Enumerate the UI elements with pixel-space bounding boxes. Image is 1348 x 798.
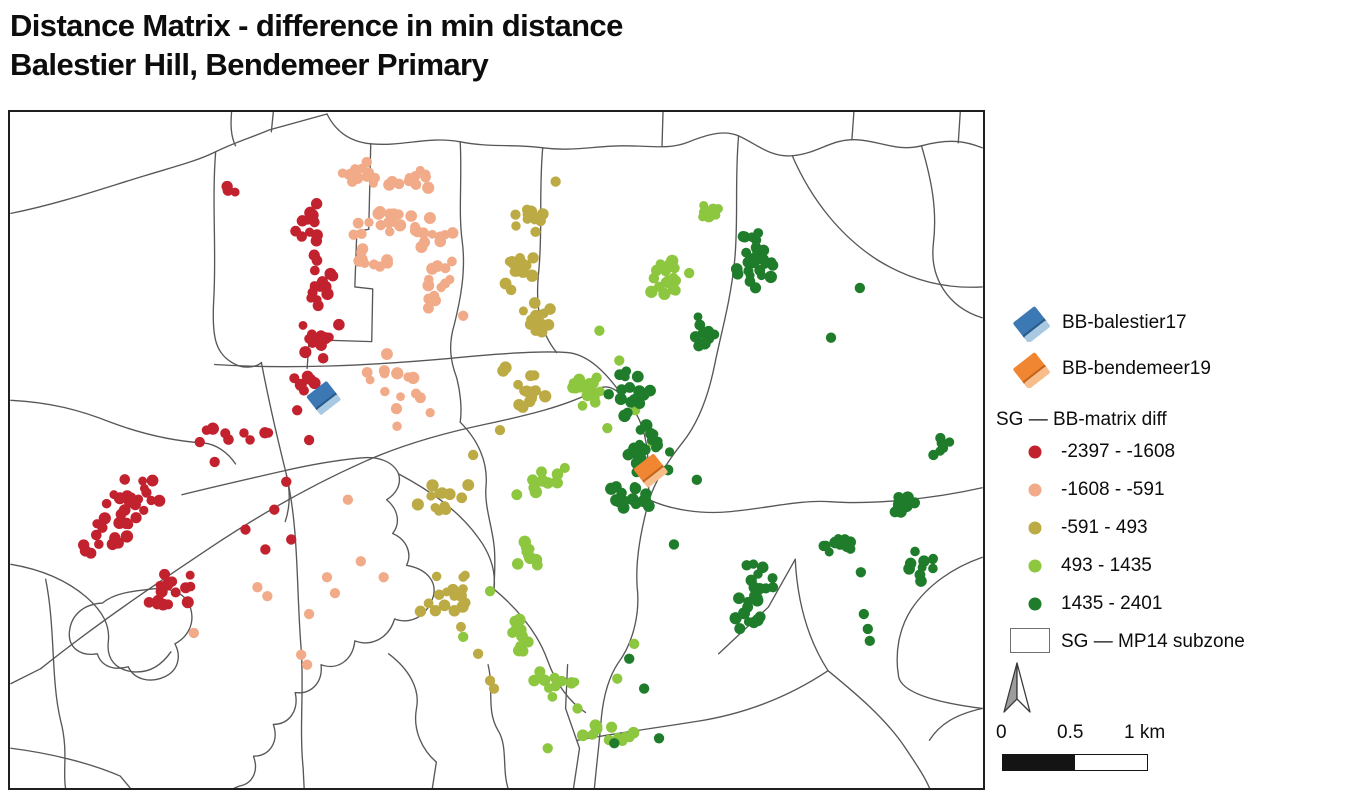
page-title: Distance Matrix - difference in min dist… [10, 6, 623, 84]
title-line-2: Balestier Hill, Bendemeer Primary [10, 47, 489, 82]
class-dot-5 [1028, 597, 1042, 611]
dots-layer [77, 156, 955, 754]
scalebar-label-end: 1 km [1124, 722, 1166, 743]
bendemeer-marker-icon [1013, 352, 1050, 388]
legend: BB-balestier17 BB-bendemeer19 SG — BB-ma… [990, 110, 1348, 798]
balestier-marker-icon [1013, 306, 1050, 342]
subzone-label: SG — MP14 subzone [1061, 631, 1245, 652]
class-dot-1 [1028, 445, 1042, 459]
class-label-4: 493 - 1435 [1061, 555, 1152, 576]
school-markers-layer [306, 381, 668, 488]
dots-class-3 [458, 200, 723, 754]
north-arrow-icon [1003, 662, 1031, 713]
scalebar-segment-empty [1075, 755, 1147, 770]
class-dot-2 [1028, 483, 1042, 497]
balestier-map-marker [306, 381, 341, 415]
legend-classes-header: SG — BB-matrix diff [996, 409, 1167, 430]
balestier-marker-label: BB-balestier17 [1062, 312, 1187, 333]
map-canvas [8, 110, 985, 790]
class-dot-3 [1028, 521, 1042, 535]
class-label-2: -1608 - -591 [1061, 479, 1165, 500]
dots-class-1 [188, 156, 469, 670]
dots-class-2 [411, 176, 561, 694]
scalebar-segment-filled [1003, 755, 1075, 770]
title-line-1: Distance Matrix - difference in min dist… [10, 8, 623, 43]
class-label-3: -591 - 493 [1061, 517, 1148, 538]
class-label-5: 1435 - 2401 [1061, 593, 1163, 614]
bendemeer-marker-label: BB-bendemeer19 [1062, 358, 1211, 379]
scalebar-label-start: 0 [996, 722, 1007, 743]
scalebar [1002, 754, 1148, 771]
subzone-swatch [1010, 628, 1050, 653]
dots-class-0 [77, 180, 345, 611]
bendemeer-map-marker [633, 454, 668, 488]
class-dot-4 [1028, 559, 1042, 573]
dots-class-4 [603, 228, 955, 749]
class-label-1: -2397 - -1608 [1061, 441, 1176, 462]
scalebar-label-mid: 0.5 [1057, 722, 1084, 743]
map-svg [10, 112, 983, 788]
